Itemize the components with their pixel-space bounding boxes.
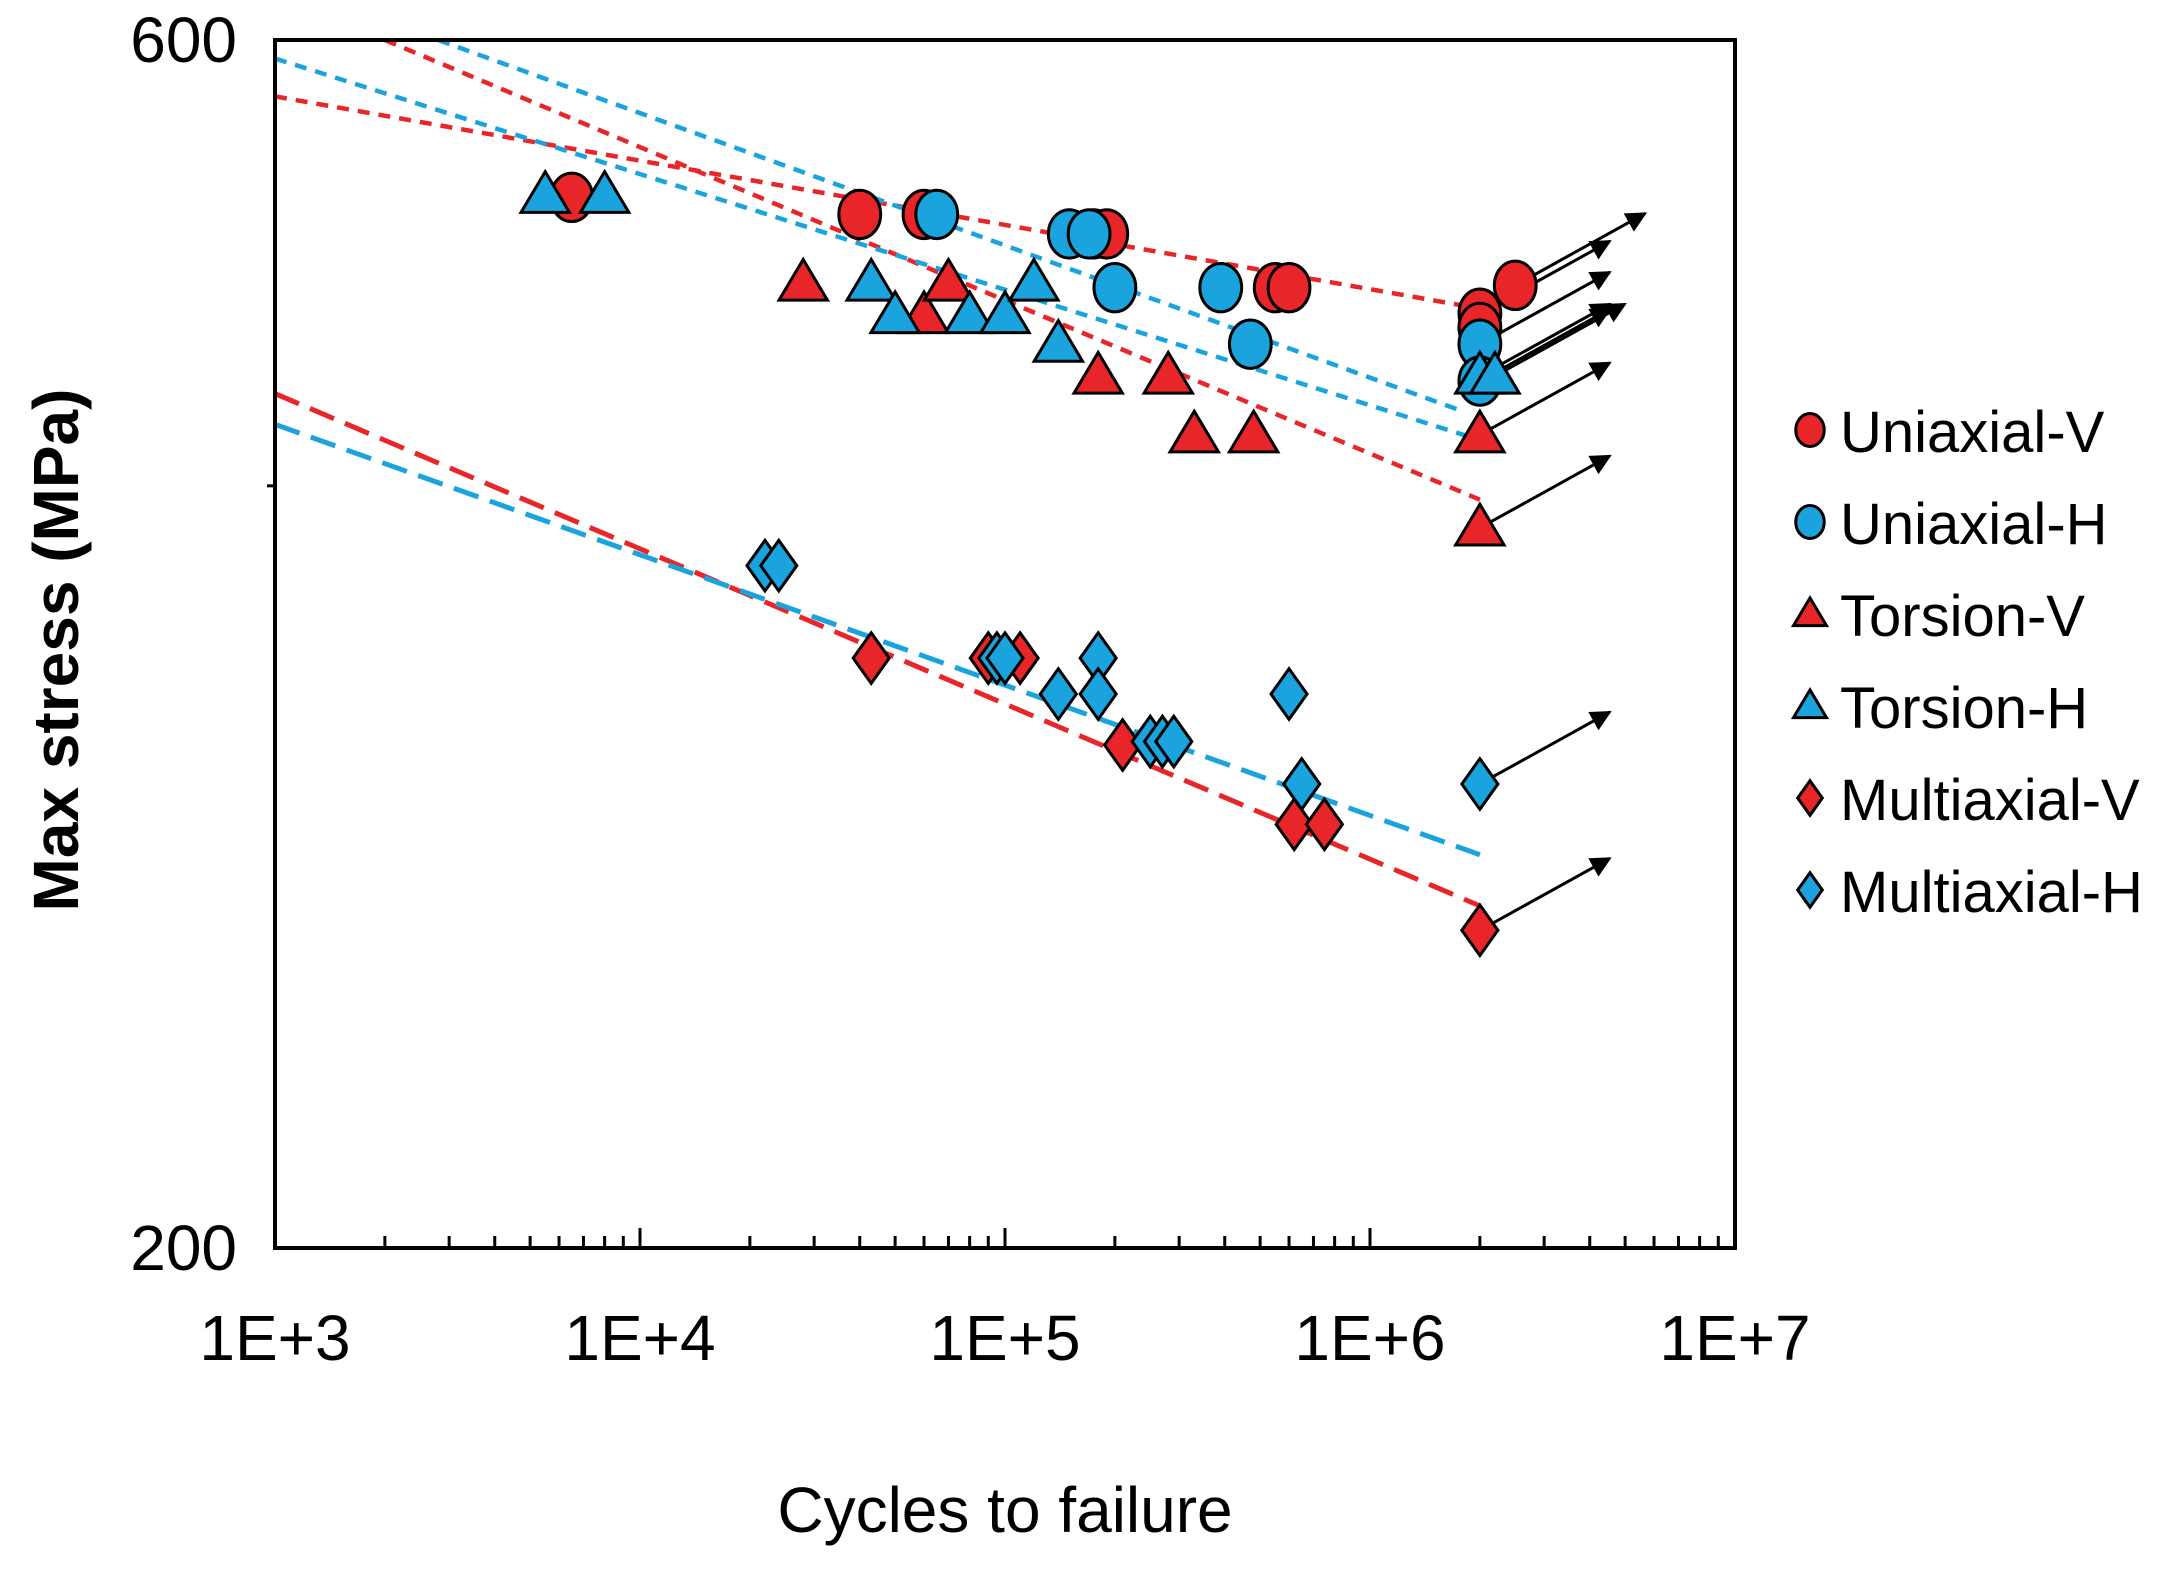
point-uniaxial-v (837, 188, 883, 241)
x-axis-title: Cycles to failure (777, 1474, 1232, 1546)
legend-label-torsion-h: Torsion-H (1840, 676, 2088, 741)
point-uniaxial-h (1198, 261, 1244, 314)
legend-marker-torsion-v (1790, 594, 1830, 628)
legend-label-multiaxial-h: Multiaxial-H (1840, 860, 2143, 925)
point-torsion-h (844, 256, 899, 302)
point-multiaxial-v (851, 630, 892, 686)
x-axis-ticks: 1E+3 1E+4 1E+5 1E+6 1E+7 (199, 1228, 1811, 1374)
point-torsion-v (1167, 408, 1222, 454)
point-torsion-h (577, 168, 632, 214)
legend-label-uniaxial-h: Uniaxial-H (1840, 492, 2108, 557)
legend-label-torsion-v: Torsion-V (1840, 584, 2085, 649)
y-tick-label: 600 (130, 4, 237, 76)
data-points (518, 168, 1538, 959)
y-axis-title: Max stress (MPa) (20, 389, 92, 912)
legend-marker-torsion-h (1790, 686, 1830, 720)
x-tick-label: 1E+3 (199, 1302, 350, 1374)
point-multiaxial-v (1304, 796, 1345, 853)
point-uniaxial-v (1266, 261, 1312, 314)
legend-marker-uniaxial-h (1794, 504, 1826, 540)
x-tick-label: 1E+4 (564, 1302, 715, 1374)
runout-arrow (1514, 212, 1648, 287)
runout-arrow (1479, 361, 1612, 437)
point-uniaxial-h (1066, 208, 1112, 260)
point-multiaxial-h (1153, 713, 1194, 770)
point-torsion-h (1468, 349, 1522, 395)
legend-marker-multiaxial-v (1795, 778, 1825, 818)
fit-line-torsion-h (275, 56, 1481, 443)
legend-label-multiaxial-v: Multiaxial-V (1840, 768, 2140, 833)
point-uniaxial-v (1492, 259, 1538, 312)
point-uniaxial-h (914, 188, 960, 241)
point-torsion-v (776, 256, 831, 302)
point-torsion-h (868, 289, 922, 335)
point-multiaxial-h (1038, 666, 1079, 722)
runout-arrows (1479, 212, 1648, 932)
point-multiaxial-h (1078, 666, 1119, 722)
point-torsion-h (942, 289, 997, 335)
point-multiaxial-v (1459, 902, 1500, 959)
point-torsion-h (518, 168, 573, 214)
point-multiaxial-h (1269, 666, 1309, 722)
fit-line-multiaxial-h (275, 422, 1481, 858)
runout-arrow (1479, 856, 1612, 932)
point-torsion-v (1453, 501, 1507, 547)
point-torsion-h (1007, 256, 1061, 302)
point-multiaxial-v (1274, 796, 1315, 853)
point-torsion-v (1453, 408, 1507, 454)
point-torsion-h (978, 289, 1032, 335)
fit-line-torsion-v (384, 40, 1481, 502)
point-torsion-h (1031, 317, 1086, 363)
runout-arrow (1479, 710, 1612, 786)
legend-label-uniaxial-v: Uniaxial-V (1840, 400, 2105, 465)
point-uniaxial-h (1227, 318, 1273, 370)
point-torsion-v (921, 256, 976, 302)
runout-arrow (1494, 302, 1627, 378)
y-tick-label: 200 (130, 1212, 237, 1284)
fit-line-uniaxial-h (437, 40, 1464, 414)
legend-marker-multiaxial-h (1795, 870, 1825, 910)
point-torsion-v (1071, 349, 1126, 395)
point-torsion-v (1226, 408, 1281, 454)
point-multiaxial-h (758, 537, 799, 594)
legend-marker-uniaxial-v (1794, 412, 1826, 448)
x-tick-label: 1E+7 (1659, 1302, 1810, 1374)
y-axis-ticks: 600 200 (130, 4, 275, 1284)
point-multiaxial-h (985, 630, 1025, 686)
x-tick-label: 1E+6 (1294, 1302, 1445, 1374)
x-tick-label: 1E+5 (929, 1302, 1080, 1374)
point-multiaxial-h (1281, 756, 1322, 812)
legend: Uniaxial-V Uniaxial-H Torsion-V Torsion-H Mu… (1790, 400, 2143, 925)
point-multiaxial-h (1459, 756, 1500, 812)
point-torsion-v (1141, 349, 1196, 395)
point-uniaxial-h (1092, 261, 1138, 314)
runout-arrow (1479, 454, 1612, 530)
